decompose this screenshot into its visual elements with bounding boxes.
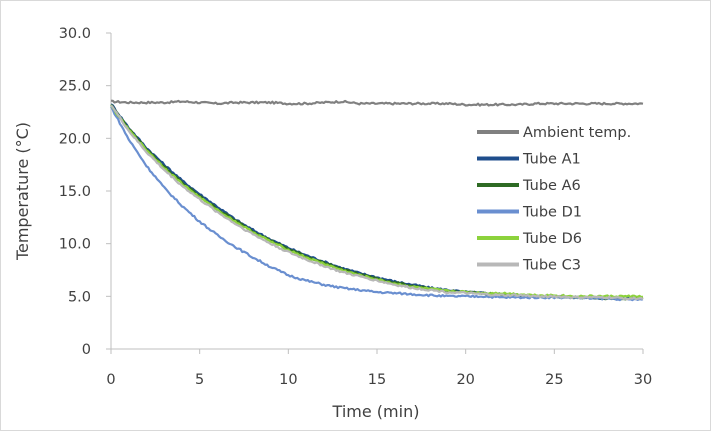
legend-label-tube-d6: Tube D6: [522, 231, 582, 247]
legend-label-ambient-temp: Ambient temp.: [523, 125, 631, 141]
y-tick-label: 15.0: [59, 184, 91, 200]
series-lines: [110, 99, 644, 302]
legend-label-tube-a1: Tube A1: [522, 152, 581, 168]
x-tick-label: 25: [545, 372, 563, 388]
y-tick-label: 5.0: [68, 289, 91, 305]
series-line-tube-c3: [110, 104, 644, 301]
y-tick-label: 30.0: [59, 26, 91, 42]
series-line-ambient-temp: [110, 99, 644, 107]
y-tick-label: 0: [82, 342, 91, 358]
axes: [110, 33, 643, 350]
legend: Ambient temp. Tube A1 Tube A6 Tube D1 Tube D…: [477, 125, 631, 274]
x-tick-label: 30: [634, 372, 652, 388]
legend-label-tube-c3: Tube C3: [522, 258, 581, 274]
legend-label-tube-d1: Tube D1: [522, 205, 582, 221]
legend-label-tube-a6: Tube A6: [522, 178, 581, 194]
y-axis-ticks: 0 5.0 10.0 15.0 20.0 25.0 30.0: [59, 26, 111, 358]
y-tick-label: 25.0: [59, 79, 91, 95]
y-tick-label: 10.0: [59, 237, 91, 253]
series-line-tube-d1: [110, 105, 644, 302]
y-tick-label: 20.0: [59, 131, 91, 147]
x-axis-ticks: 0 5 10 15 20 25 30: [106, 349, 652, 388]
x-tick-label: 20: [456, 372, 474, 388]
x-tick-label: 10: [279, 372, 297, 388]
x-tick-label: 0: [106, 372, 115, 388]
x-axis-title: Time (min): [332, 402, 420, 421]
x-tick-label: 15: [368, 372, 386, 388]
x-tick-label: 5: [195, 372, 204, 388]
y-axis-title: Temperature (°C): [13, 122, 32, 261]
